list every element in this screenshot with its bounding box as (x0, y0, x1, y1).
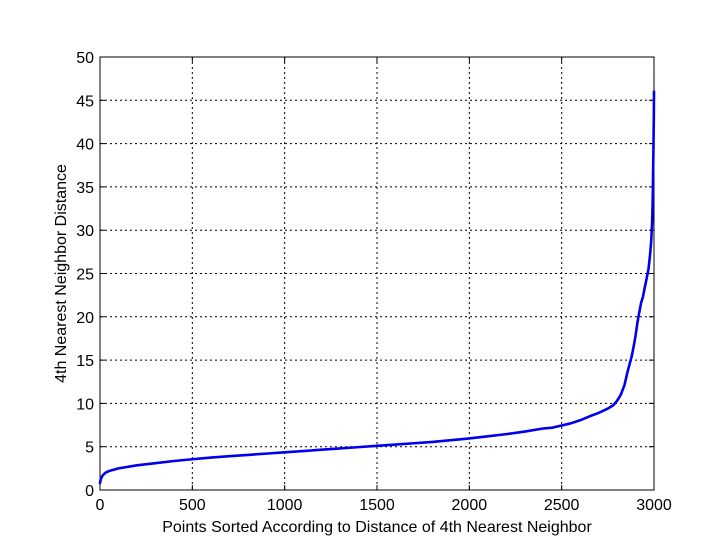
y-tick-label: 0 (85, 483, 94, 500)
y-tick-label: 20 (76, 310, 94, 327)
y-tick-label: 5 (85, 440, 94, 457)
x-tick-label: 500 (179, 497, 206, 514)
grid (100, 57, 654, 490)
y-tick-label: 45 (76, 93, 94, 110)
series-layer (98, 90, 656, 485)
y-axis-label: 4th Nearest Neighbor Distance (53, 164, 70, 383)
x-tick-label: 1500 (359, 497, 395, 514)
x-tick-label: 0 (96, 497, 105, 514)
x-tick-label: 3000 (636, 497, 672, 514)
x-axis-label: Points Sorted According to Distance of 4… (162, 519, 592, 536)
y-tick-label: 30 (76, 223, 94, 240)
y-tick-label: 25 (76, 267, 94, 284)
y-tick-label: 40 (76, 137, 94, 154)
y-tick-label: 50 (76, 50, 94, 67)
x-axis-tick-labels: 0 500 1000 1500 2000 2500 3000 (96, 497, 672, 514)
x-tick-label: 1000 (267, 497, 303, 514)
x-tick-label: 2000 (452, 497, 488, 514)
y-tick-label: 10 (76, 396, 94, 413)
tick-marks (99, 56, 655, 491)
series-line (98, 90, 656, 485)
y-tick-label: 35 (76, 180, 94, 197)
y-axis-tick-labels: 0 5 10 15 20 25 30 35 40 45 50 (76, 50, 94, 500)
x-tick-label: 2500 (544, 497, 580, 514)
y-tick-label: 15 (76, 353, 94, 370)
